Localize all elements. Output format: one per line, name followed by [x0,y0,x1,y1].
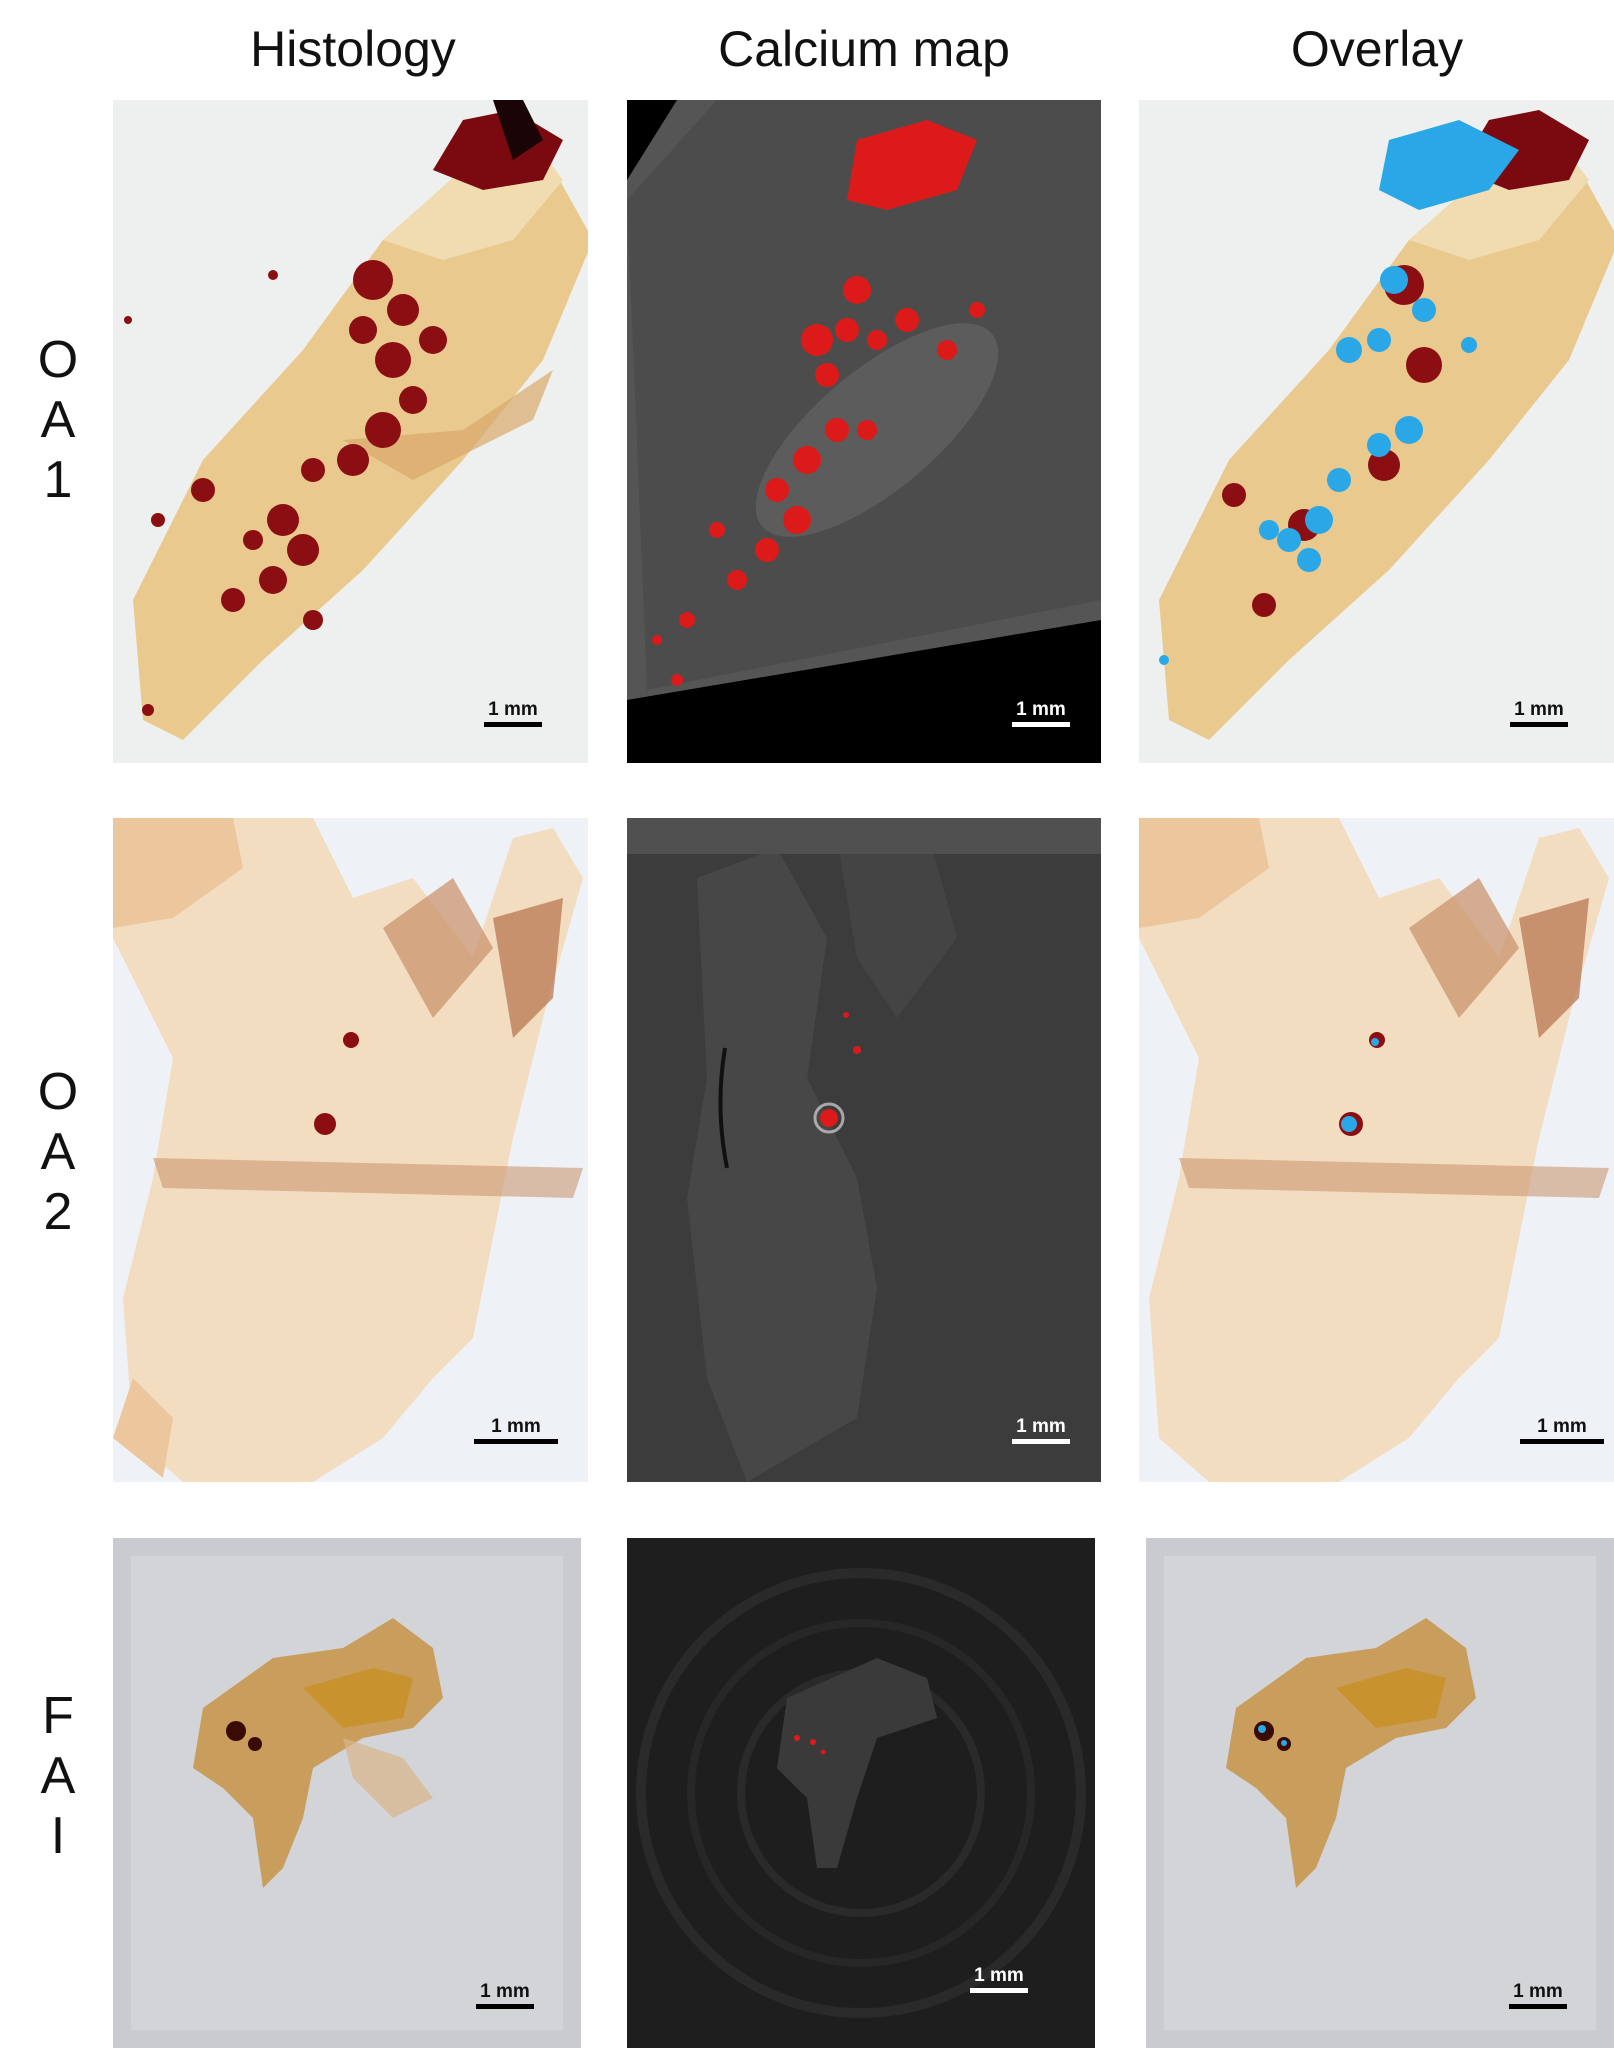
row-label-oa2: O A 2 [18,1062,98,1242]
oa2-overlay-scale-label: 1 mm [1537,1416,1587,1437]
row-label-oa1-char-2: A [40,391,76,449]
column-header-histology: Histology [250,21,456,77]
row-label-fai-char-2: A [40,1747,76,1805]
fai-calcium-map-scale-line [970,1988,1028,1993]
oa1-histology-scale-line [484,722,542,727]
oa2-overlay-image [1139,818,1614,1482]
oa1-histology-scale-bar: 1 mm [484,699,542,727]
oa2-histology-scale-label: 1 mm [491,1416,541,1437]
fai-overlay-scale-bar: 1 mm [1509,1981,1567,2009]
fai-histology-image [113,1538,581,2048]
oa2-histology-image [113,818,588,1482]
oa2-overlay-scale-bar: 1 mm [1520,1416,1604,1444]
oa2-histology-scale-line [474,1439,558,1444]
oa1-overlay-scale-label: 1 mm [1514,699,1564,720]
fai-overlay-image [1146,1538,1614,2048]
oa2-calcium-map-scale-line [1012,1439,1070,1444]
oa1-histology-image [113,100,588,763]
fai-histology-scale-label: 1 mm [480,1981,530,2002]
oa1-calcium-map-image [627,100,1101,763]
row-label-oa2-char-2: A [40,1123,76,1181]
oa2-histology-scale-bar: 1 mm [474,1416,558,1444]
row-label-oa1-char-3: 1 [43,451,73,509]
row-label-oa1-char-1: O [37,331,79,389]
fai-overlay-scale-line [1509,2004,1567,2009]
fai-histology-scale-line [476,2004,534,2009]
row-label-oa2-char-3: 2 [43,1183,73,1241]
oa2-overlay-scale-line [1520,1439,1604,1444]
fai-histology-scale-bar: 1 mm [476,1981,534,2009]
row-label-oa2-char-1: O [37,1063,79,1121]
row-label-oa1: O A 1 [18,330,98,510]
fai-calcium-map-scale-label: 1 mm [974,1965,1024,1986]
oa2-calcium-map-scale-bar: 1 mm [1012,1416,1070,1444]
fai-calcium-map-scale-bar: 1 mm [970,1965,1028,1993]
oa2-calcium-map-scale-label: 1 mm [1016,1416,1066,1437]
oa1-histology-scale-label: 1 mm [488,699,538,720]
fai-overlay-scale-label: 1 mm [1513,1981,1563,2002]
oa1-overlay-image [1139,100,1614,763]
column-header-overlay: Overlay [1290,21,1464,77]
oa1-overlay-scale-line [1510,722,1568,727]
oa1-calcium-map-scale-label: 1 mm [1016,699,1066,720]
oa1-overlay-scale-bar: 1 mm [1510,699,1568,727]
oa1-calcium-map-scale-bar: 1 mm [1012,699,1070,727]
oa1-calcium-map-scale-line [1012,722,1070,727]
column-header-calcium-map: Calcium map [718,21,1010,77]
oa2-calcium-map-image [627,818,1101,1482]
fai-calcium-map-image [627,1538,1095,2048]
row-label-fai-char-3: I [50,1807,66,1865]
row-label-fai-char-1: F [42,1687,74,1745]
row-label-fai: F A I [18,1686,98,1866]
